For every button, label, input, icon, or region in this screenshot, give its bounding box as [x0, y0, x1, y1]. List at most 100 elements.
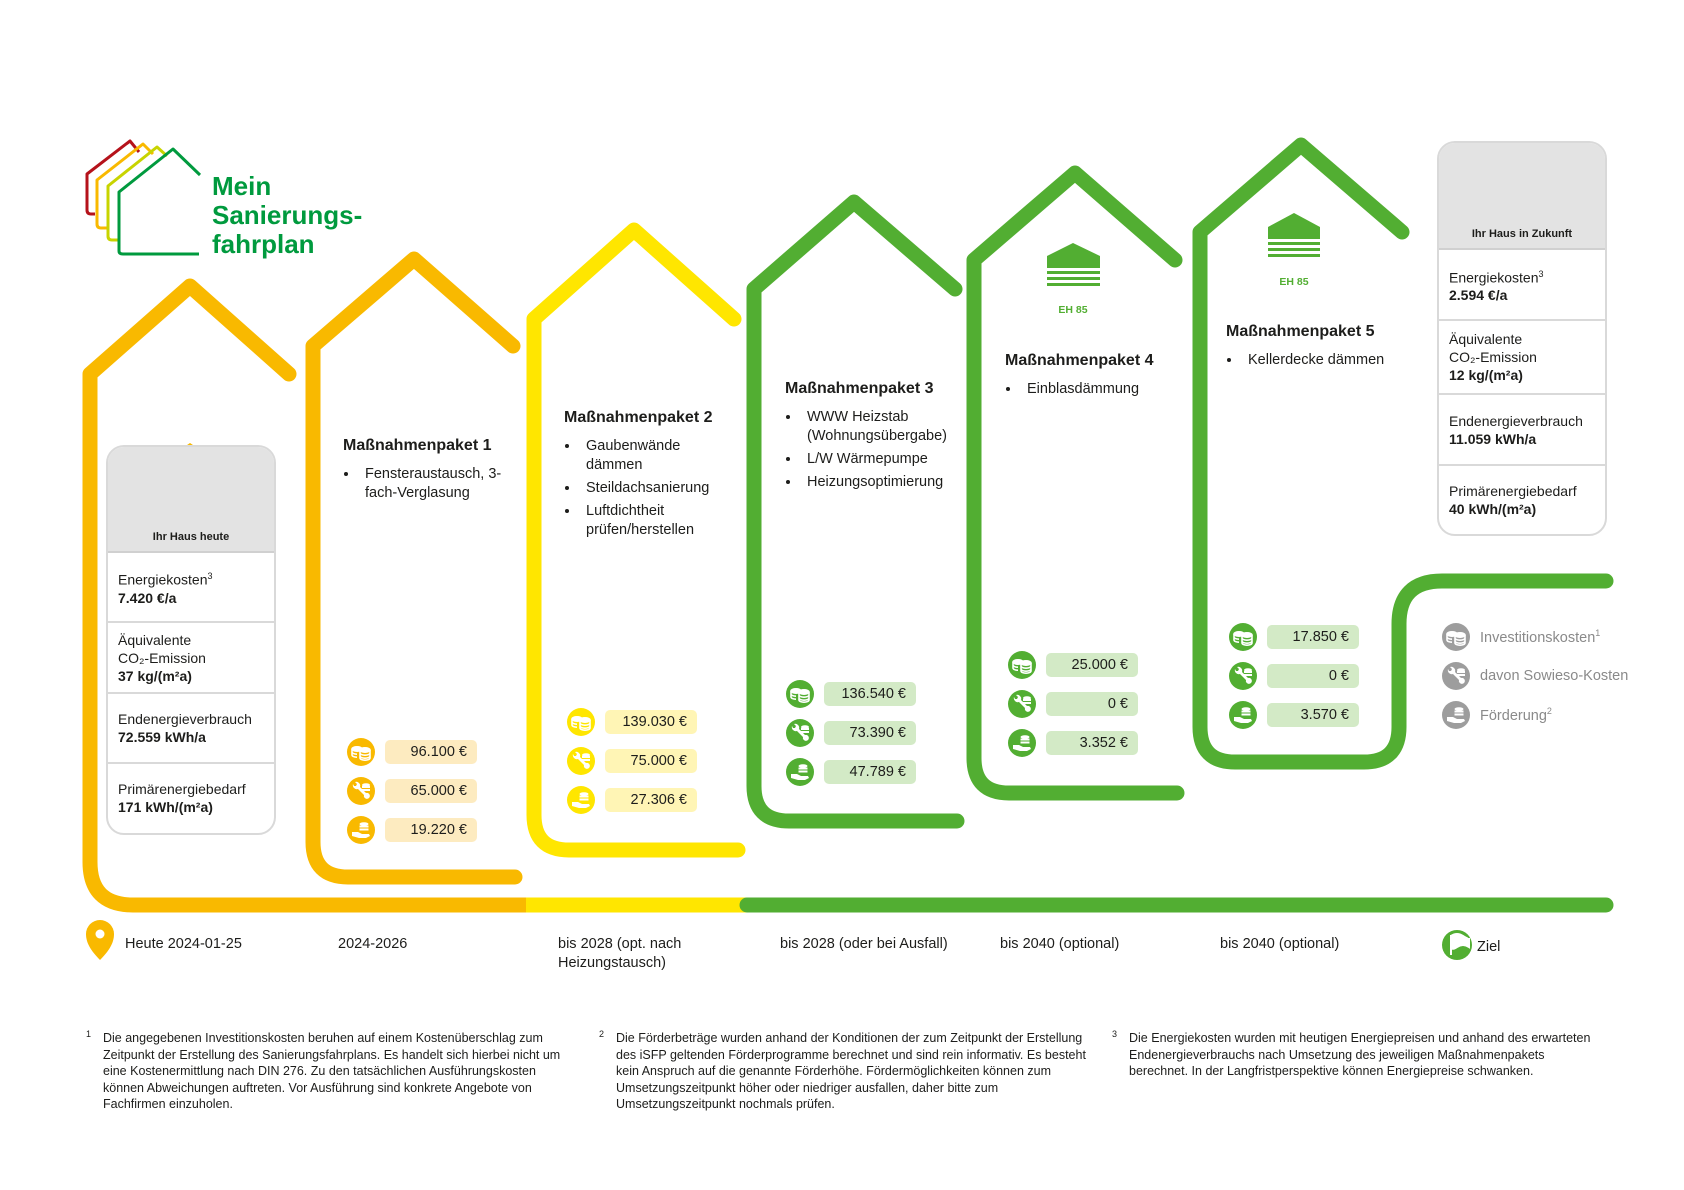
funding-value: 3.352 €: [1046, 731, 1138, 755]
coins-icon: [1229, 623, 1257, 651]
package-title: Maßnahmenpaket 5: [1226, 323, 1375, 340]
wrench-coins-icon: [347, 777, 375, 805]
package-3: Maßnahmenpaket 3 WWW Heizstab (Wohnungsü…: [785, 380, 960, 496]
package-2: Maßnahmenpaket 2 Gaubenwände dämmen Steil…: [564, 409, 729, 544]
row-value: 40 kWh/(m²a): [1449, 501, 1537, 517]
legend-label: Investitionskosten: [1480, 629, 1596, 646]
card-header: Ihr Haus in Zukunft: [1439, 143, 1605, 250]
timeline-step-2: bis 2028 (opt. nach Heizungstausch): [558, 936, 682, 971]
footnote-3: 3 Die Energiekosten wurden mit heutigen E…: [1112, 1029, 1599, 1080]
legend-item: Förderung2: [1480, 706, 1552, 724]
footnote-number: 1: [86, 1029, 92, 1039]
row-label: CO₂-Emission: [1449, 349, 1537, 365]
package-1: Maßnahmenpaket 1 Fensteraustausch, 3-fac…: [343, 437, 508, 507]
package-2-costs: 139.030 € 75.000 € 27.306 €: [567, 708, 697, 825]
eh85-badge-package-4: EH 85: [1058, 304, 1088, 316]
page-title: Mein Sanierungs- fahrplan: [212, 172, 362, 259]
goal-flag-icon: [1442, 930, 1472, 960]
sowieso-value: 0 €: [1046, 692, 1138, 716]
house-outline-package-5: [1192, 137, 1614, 770]
energy-cost-row: Energiekosten3 2.594 €/a: [1439, 250, 1605, 321]
coins-icon: [786, 680, 814, 708]
wrench-coins-icon: [786, 719, 814, 747]
row-label: Äquivalente: [1449, 331, 1523, 347]
row-label: Endenergieverbrauch: [118, 711, 252, 727]
funding-value: 27.306 €: [605, 788, 697, 812]
wrench-coins-icon: [567, 747, 595, 775]
co2-row: Äquivalente CO₂-Emission 12 kg/(m²a): [1439, 321, 1605, 395]
row-value: 72.559 kWh/a: [118, 729, 206, 745]
wrench-coins-icon: [1442, 662, 1470, 690]
footnote-1: 1 Die angegebenen Investitionskosten beru…: [86, 1029, 573, 1113]
measure-item: Gaubenwände dämmen: [580, 437, 690, 475]
footnote-text: Die Energiekosten wurden mit heutigen En…: [1129, 1031, 1591, 1078]
measure-item: Fensteraustausch, 3-fach-Verglasung: [359, 465, 508, 503]
package-title: Maßnahmenpaket 4: [1005, 352, 1154, 369]
title-line: fahrplan: [212, 229, 315, 259]
footnote-ref: 3: [1538, 268, 1544, 279]
row-value: 2.594 €/a: [1449, 287, 1508, 304]
future-house-card: Ihr Haus in Zukunft Energiekosten3 2.594 …: [1437, 141, 1607, 536]
title-line: Mein: [212, 171, 272, 201]
funding-value: 47.789 €: [824, 760, 916, 784]
hand-coins-icon: [1008, 729, 1036, 757]
row-label: CO₂-Emission: [118, 649, 206, 666]
hand-coins-icon: [567, 786, 595, 814]
house-outline-today: [82, 278, 534, 913]
measure-item: Einblasdämmung: [1021, 380, 1205, 399]
footnote-number: 2: [599, 1029, 605, 1039]
row-label: Primärenergiebedarf: [1449, 483, 1577, 499]
timeline-step-3: bis 2028 (oder bei Ausfall): [780, 936, 948, 952]
primary-energy-row: Primärenergiebedarf 40 kWh/(m²a): [1439, 466, 1605, 534]
sowieso-value: 65.000 €: [385, 779, 477, 803]
package-4-costs: 25.000 € 0 € 3.352 €: [1008, 651, 1138, 768]
sowieso-value: 73.390 €: [824, 721, 916, 745]
funding-value: 3.570 €: [1267, 703, 1359, 727]
legend-item: davon Sowieso-Kosten: [1480, 668, 1628, 684]
house-outline-package-3: [746, 194, 965, 829]
package-1-costs: 96.100 € 65.000 € 19.220 €: [347, 738, 477, 855]
card-title: Ihr Haus heute: [152, 531, 230, 543]
timeline-start: Heute 2024-01-25: [125, 936, 242, 952]
eh85-house-icon-package-5: [1268, 213, 1320, 257]
coins-icon: [1008, 651, 1036, 679]
row-label: Energiekosten: [118, 571, 208, 588]
footnote-ref: 1: [1595, 628, 1601, 639]
legend-item: Investitionskosten1: [1480, 628, 1600, 646]
hand-coins-icon: [347, 816, 375, 844]
title-line: Sanierungs-: [212, 200, 363, 230]
card-title: Ihr Haus in Zukunft: [1471, 228, 1573, 240]
timeline-step-5: bis 2040 (optional): [1220, 936, 1340, 952]
measure-item: Heizungsoptimierung: [801, 473, 960, 492]
final-energy-row: Endenergieverbrauch 11.059 kWh/a: [1439, 395, 1605, 466]
timeline-step-1: 2024-2026: [338, 936, 408, 952]
row-value: 7.420 €/a: [118, 589, 177, 606]
timeline-goal: Ziel: [1477, 939, 1501, 955]
row-label: Endenergieverbrauch: [1449, 412, 1583, 429]
house-outline-package-4: [966, 165, 1185, 801]
sowieso-value: 0 €: [1267, 664, 1359, 688]
measure-item: L/W Wärmepumpe: [801, 450, 960, 469]
hand-coins-icon: [1442, 701, 1470, 729]
wrench-coins-icon: [1008, 690, 1036, 718]
eh85-house-icon-package-4: [1047, 243, 1100, 286]
measure-item: WWW Heizstab (Wohnungsübergabe): [801, 408, 960, 446]
co2-row: Äquivalente CO₂-Emission 37 kg/(m²a): [108, 623, 274, 694]
row-value: 12 kg/(m²a): [1449, 367, 1523, 383]
coins-icon: [1442, 623, 1470, 651]
footnote-2: 2 Die Förderbeträge wurden anhand der Kon…: [599, 1029, 1086, 1113]
row-value: 11.059 kWh/a: [1449, 430, 1537, 447]
footnote-ref: 2: [1546, 706, 1552, 717]
eh85-badge-package-5: EH 85: [1279, 276, 1309, 288]
sowieso-value: 75.000 €: [605, 749, 697, 773]
primary-energy-row: Primärenergiebedarf 171 kWh/(m²a): [108, 764, 274, 832]
package-4: Maßnahmenpaket 4 Einblasdämmung: [1005, 352, 1205, 403]
row-label: Äquivalente: [118, 631, 192, 648]
row-label: Primärenergiebedarf: [118, 781, 246, 797]
coins-icon: [567, 708, 595, 736]
package-title: Maßnahmenpaket 3: [785, 380, 934, 397]
footnote-text: Die angegebenen Investitionskosten beruh…: [103, 1031, 561, 1111]
coins-icon: [347, 738, 375, 766]
package-title: Maßnahmenpaket 1: [343, 437, 492, 454]
measure-item: Steildachsanierung: [580, 479, 709, 498]
